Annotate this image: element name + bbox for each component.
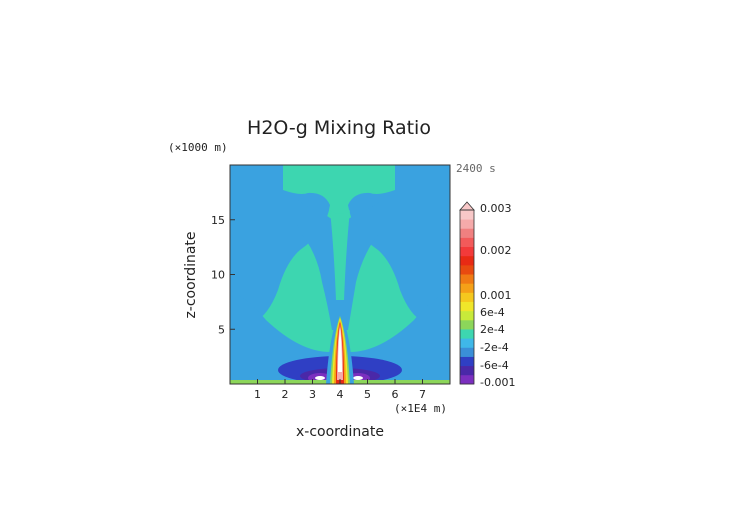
colorbar-label: -6e-4 bbox=[480, 359, 509, 372]
x-tick-label: 5 bbox=[364, 388, 371, 401]
y-axis-label: z-coordinate bbox=[183, 231, 199, 318]
y-unit-label: (×1000 m) bbox=[168, 141, 228, 154]
white-spot-left bbox=[315, 376, 325, 380]
colorbar-swatch bbox=[460, 310, 474, 321]
plume-white bbox=[338, 328, 342, 372]
colorbar bbox=[459, 201, 475, 385]
y-tick-label: 15 bbox=[211, 214, 225, 227]
colorbar-swatch bbox=[460, 255, 474, 266]
x-tick-label: 2 bbox=[282, 388, 289, 401]
colorbar-label: -0.001 bbox=[480, 376, 515, 389]
colorbar-swatch bbox=[460, 319, 474, 330]
colorbar-swatch bbox=[460, 374, 474, 385]
colorbar-swatch bbox=[460, 228, 474, 238]
colorbar-label: 0.003 bbox=[480, 202, 512, 215]
white-spot-right bbox=[353, 376, 363, 380]
colorbar-label: 2e-4 bbox=[480, 323, 505, 336]
colorbar-swatch bbox=[460, 283, 474, 293]
x-tick-label: 7 bbox=[419, 388, 426, 401]
colorbar-swatch bbox=[460, 210, 474, 220]
green-region-spine bbox=[330, 210, 350, 300]
colorbar-label: 0.001 bbox=[480, 289, 512, 302]
colorbar-swatch bbox=[460, 246, 474, 257]
colorbar-label: -2e-4 bbox=[480, 341, 509, 354]
colorbar-swatch bbox=[460, 329, 474, 339]
colorbar-swatch bbox=[460, 219, 474, 229]
colorbar-swatch bbox=[460, 237, 474, 248]
x-tick-label: 3 bbox=[309, 388, 316, 401]
colorbar-swatch bbox=[460, 347, 474, 357]
chart-title: H2O-g Mixing Ratio bbox=[247, 117, 431, 139]
colorbar-swatch bbox=[460, 301, 474, 312]
colorbar-swatch bbox=[460, 338, 474, 348]
x-tick-label: 6 bbox=[392, 388, 399, 401]
colorbar-swatch bbox=[460, 292, 474, 302]
colorbar-label: 0.002 bbox=[480, 244, 512, 257]
colorbar-arrow bbox=[459, 201, 475, 211]
time-label: 2400 s bbox=[456, 162, 496, 175]
x-tick-label: 4 bbox=[337, 388, 344, 401]
plot-area bbox=[229, 164, 451, 385]
y-tick-label: 5 bbox=[218, 323, 225, 336]
x-axis-ticks: 1 2 3 4 5 6 7 bbox=[254, 379, 426, 401]
y-tick-label: 10 bbox=[211, 269, 225, 282]
x-unit-label: (×1E4 m) bbox=[394, 402, 447, 415]
x-axis-label: x-coordinate bbox=[296, 424, 384, 440]
x-tick-label: 1 bbox=[254, 388, 261, 401]
colorbar-swatch bbox=[460, 365, 474, 376]
colorbar-label: 6e-4 bbox=[480, 306, 505, 319]
colorbar-swatch bbox=[460, 356, 474, 367]
colorbar-swatch bbox=[460, 264, 474, 275]
colorbar-frame bbox=[459, 209, 475, 385]
blue-region-lower bbox=[230, 290, 450, 384]
y-axis-ticks: 5 10 15 bbox=[211, 214, 235, 336]
colorbar-labels: 0.003 0.002 0.001 6e-4 2e-4 -2e-4 -6e-4 -0.001 bbox=[480, 202, 515, 389]
colorbar-swatch bbox=[460, 274, 474, 284]
